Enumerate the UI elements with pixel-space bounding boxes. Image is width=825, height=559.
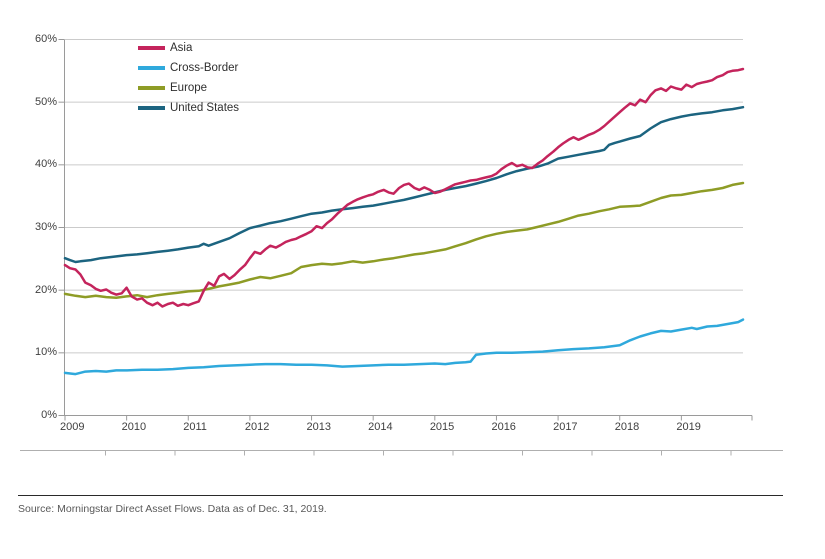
legend-item-asia: Asia [138,38,239,58]
x-tick-label: 2016 [491,421,516,433]
series-line-europe [63,181,745,299]
legend-swatch-united-states [138,106,165,110]
y-tick-label: 40% [34,158,57,171]
asset-flows-line-chart: 0% 10% 20% 30% 40% 50% 60% 2009 2010 2011 2012 201… [20,33,783,456]
series-line-asia [63,67,745,308]
y-tick-label: 60% [34,33,57,45]
legend-swatch-asia [138,46,165,50]
legend-item-united-states: United States [138,98,239,118]
y-tick-label: 0% [41,409,57,421]
source-note: Source: Morningstar Direct Asset Flows. … [18,503,327,515]
plot-area [20,39,783,456]
footer-divider [18,495,783,496]
legend-label: Cross-Border [170,62,239,74]
chart-legend: Asia Cross-Border Europe United States [138,38,239,118]
x-tick-label: 2012 [244,421,270,433]
x-tick-label: 2017 [553,421,578,433]
x-tick-label: 2018 [614,421,640,433]
legend-item-cross-border: Cross-Border [138,58,239,78]
y-tick-label: 20% [34,283,57,296]
x-tick-label: 2014 [368,421,393,433]
x-tick-label: 2011 [183,421,207,433]
y-tick-label: 30% [34,221,57,233]
legend-label: Asia [170,42,193,54]
series-line-cross-border [63,318,745,376]
x-tick-label: 2015 [429,421,455,433]
x-tick-label: 2009 [60,421,85,433]
legend-swatch-cross-border [138,66,165,70]
x-tick-label: 2019 [676,421,701,433]
legend-label: Europe [170,82,208,94]
series-line-united-states [63,105,745,264]
legend-swatch-europe [138,86,165,90]
legend-label: United States [170,102,240,114]
y-tick-label: 10% [34,346,57,359]
legend-item-europe: Europe [138,78,239,98]
y-tick-label: 50% [34,95,57,108]
x-tick-label: 2010 [121,421,147,433]
x-tick-label: 2013 [306,421,332,433]
